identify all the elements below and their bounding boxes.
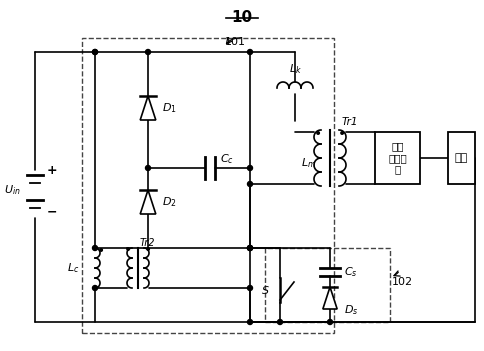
FancyBboxPatch shape <box>374 132 419 184</box>
Text: •: • <box>123 243 132 257</box>
Circle shape <box>247 245 252 251</box>
Text: +: + <box>47 165 58 178</box>
Text: $S$: $S$ <box>261 284 270 296</box>
Text: 101: 101 <box>225 37 245 47</box>
Polygon shape <box>140 96 155 120</box>
Text: $L_k$: $L_k$ <box>288 62 301 76</box>
Circle shape <box>247 285 252 291</box>
Text: $D_2$: $D_2$ <box>162 195 176 209</box>
Text: $L_c$: $L_c$ <box>66 261 79 275</box>
Text: Tr2: Tr2 <box>140 238 155 248</box>
Text: $D_s$: $D_s$ <box>343 303 358 317</box>
FancyBboxPatch shape <box>447 132 474 184</box>
Text: 整流
滤波电
路: 整流 滤波电 路 <box>387 141 406 174</box>
Text: •: • <box>313 127 321 141</box>
Polygon shape <box>140 190 155 214</box>
Text: 10: 10 <box>231 10 252 25</box>
Text: $C_s$: $C_s$ <box>343 265 357 279</box>
Bar <box>264 248 389 322</box>
Text: −: − <box>47 205 58 219</box>
Circle shape <box>145 166 150 171</box>
Circle shape <box>247 166 252 171</box>
Text: Tr1: Tr1 <box>341 117 358 127</box>
Circle shape <box>92 285 97 291</box>
Circle shape <box>92 49 97 54</box>
Polygon shape <box>322 287 336 309</box>
Text: $D_1$: $D_1$ <box>162 101 177 115</box>
Text: 102: 102 <box>391 277 412 287</box>
Text: •: • <box>337 127 346 141</box>
Circle shape <box>145 49 150 54</box>
Circle shape <box>327 319 332 325</box>
Circle shape <box>247 245 252 251</box>
Text: •: • <box>97 244 105 258</box>
Circle shape <box>92 49 97 54</box>
Bar <box>82 38 333 333</box>
Text: $U_{in}$: $U_{in}$ <box>4 183 21 197</box>
Circle shape <box>247 181 252 186</box>
Text: 负载: 负载 <box>454 153 467 163</box>
Text: $L_m$: $L_m$ <box>300 156 316 170</box>
Circle shape <box>92 245 97 251</box>
Circle shape <box>247 49 252 54</box>
Circle shape <box>277 319 282 325</box>
Circle shape <box>247 319 252 325</box>
Text: •: • <box>144 243 152 257</box>
Text: $C_c$: $C_c$ <box>220 152 233 166</box>
Circle shape <box>247 245 252 251</box>
